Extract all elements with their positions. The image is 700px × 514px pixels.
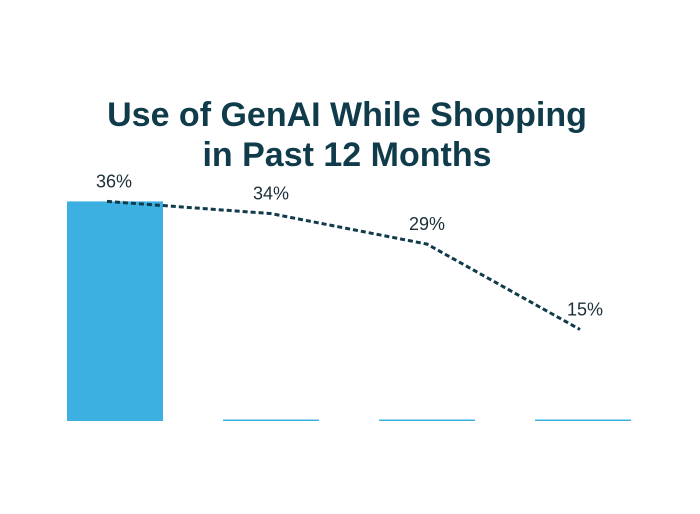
- chart-title-line-1: Use of GenAI While Shopping: [107, 96, 587, 134]
- value-label-3: 29%: [409, 214, 445, 234]
- labels-group: 36% 34% 29% 15%: [96, 171, 603, 319]
- trendline: [106, 199, 581, 331]
- value-label-1: 36%: [96, 171, 132, 191]
- value-label-2: 34%: [253, 184, 289, 204]
- chart-title-line-2: in Past 12 Months: [202, 136, 491, 174]
- value-label-4: 15%: [567, 300, 603, 320]
- bars-group: [67, 201, 631, 421]
- bar-4: [535, 419, 631, 421]
- bar-2: [223, 419, 319, 421]
- trendline-group: [106, 199, 581, 331]
- bar-3: [379, 419, 475, 421]
- bar-1: [67, 201, 163, 421]
